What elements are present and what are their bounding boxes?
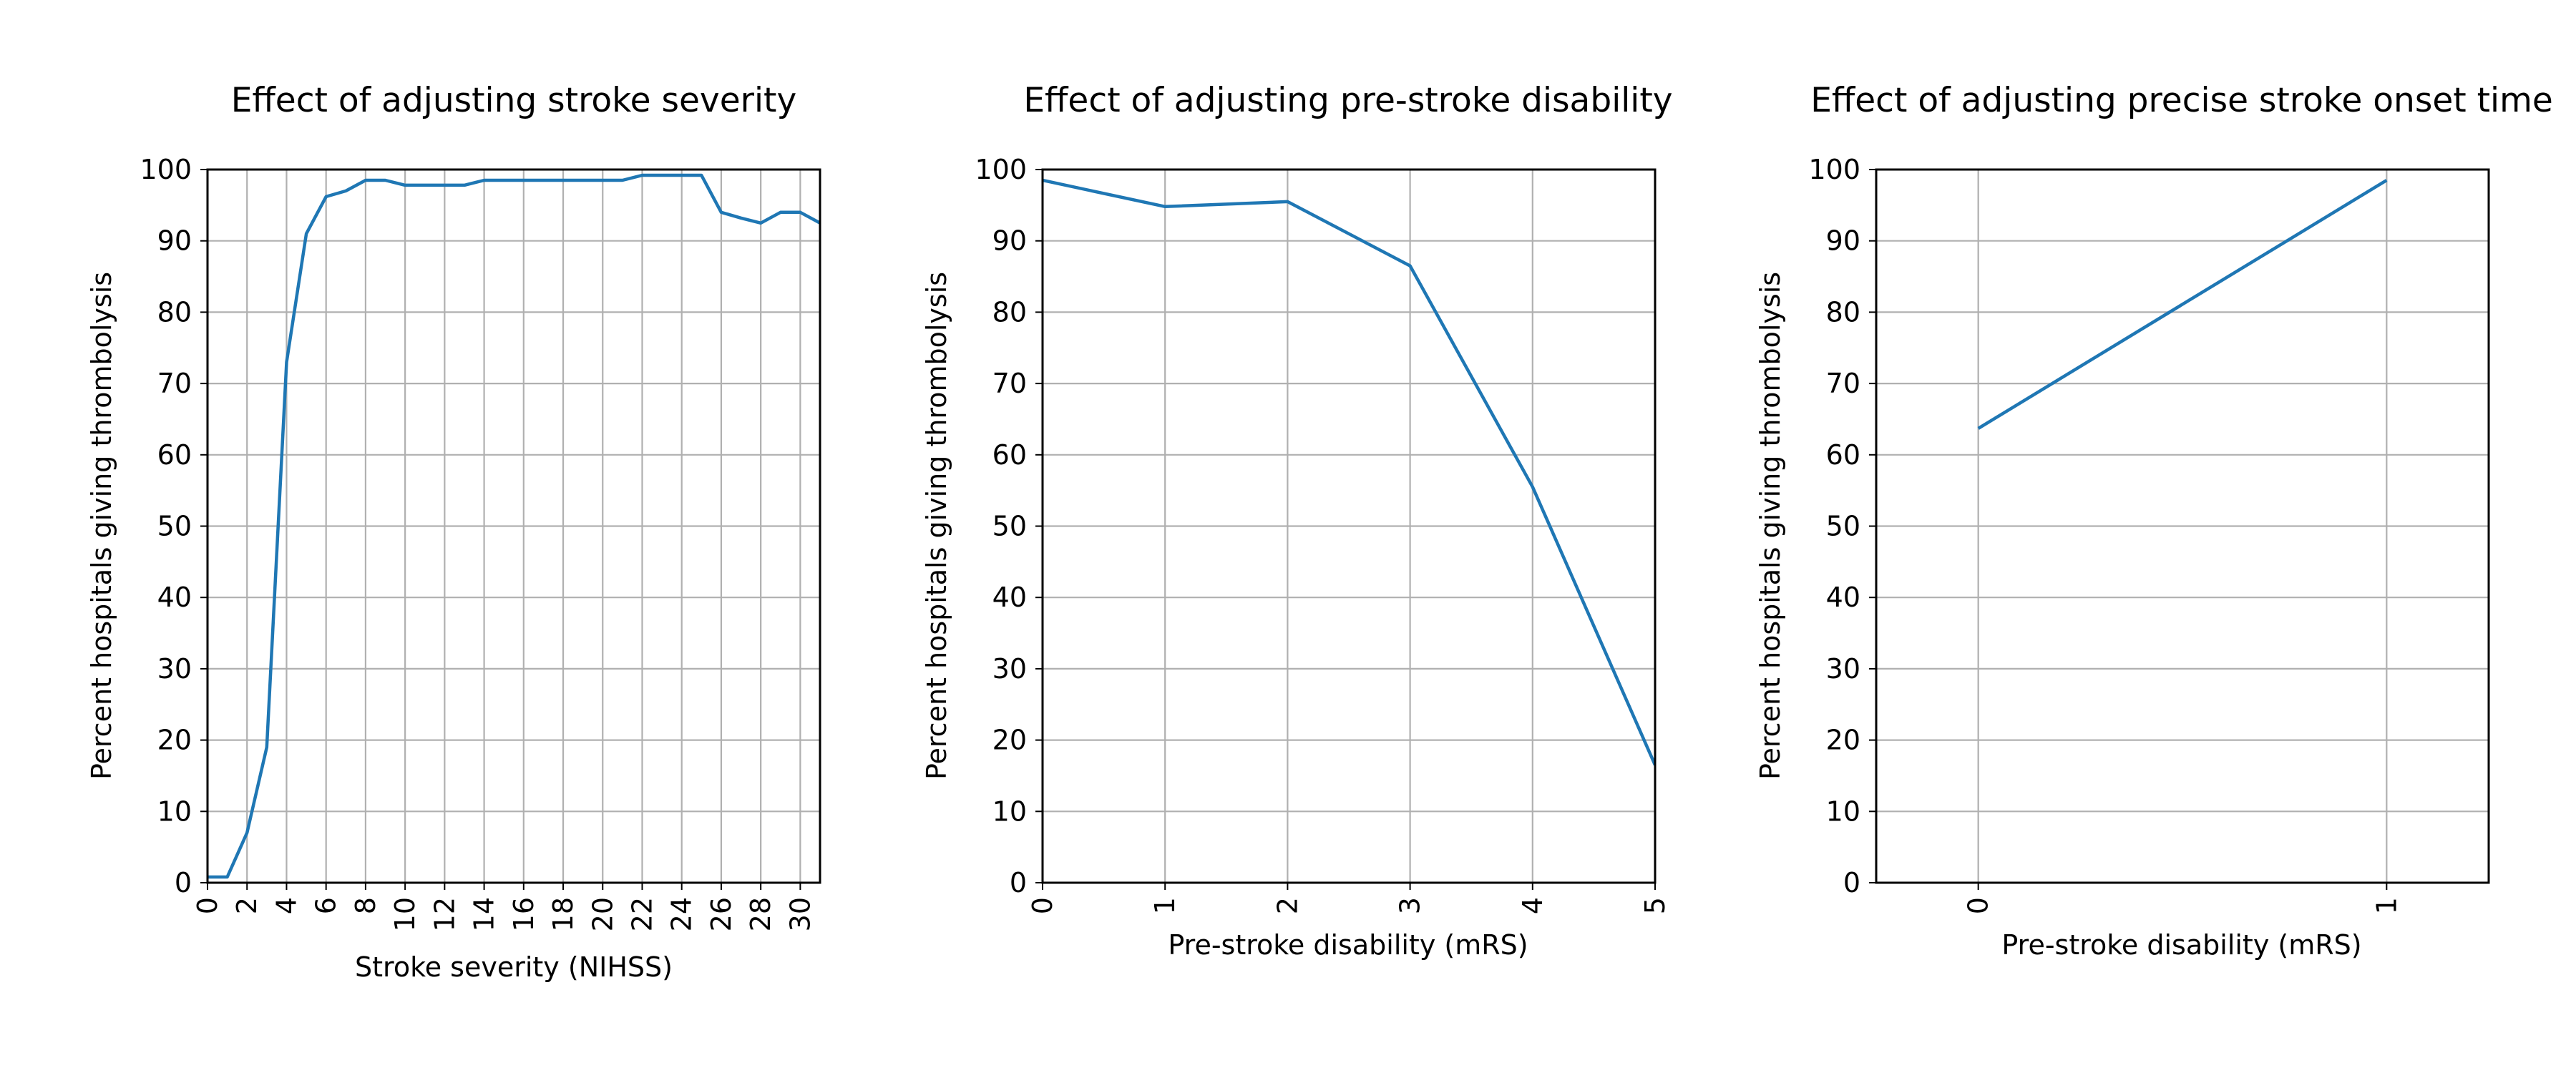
x-tick-label: 16 bbox=[508, 897, 540, 931]
x-tick-label: 24 bbox=[666, 897, 698, 931]
x-tick-label: 28 bbox=[745, 897, 776, 931]
series-line bbox=[1043, 178, 1655, 766]
y-tick-label: 20 bbox=[992, 725, 1027, 756]
x-tick-label: 22 bbox=[626, 897, 658, 931]
y-tick-label: 10 bbox=[1826, 795, 1860, 827]
x-tick-label: 12 bbox=[429, 897, 460, 931]
x-tick-label: 3 bbox=[1395, 897, 1426, 914]
y-tick-label: 70 bbox=[157, 368, 192, 399]
series-line-layer bbox=[1043, 178, 1655, 766]
x-tick-label: 2 bbox=[1272, 897, 1303, 914]
y-tick-label: 70 bbox=[1826, 368, 1860, 399]
y-tick-label: 80 bbox=[992, 296, 1027, 328]
x-tick-label: 30 bbox=[784, 897, 816, 931]
y-tick-label: 20 bbox=[157, 725, 192, 756]
y-tick-label: 30 bbox=[992, 653, 1027, 685]
x-tick-label: 0 bbox=[1963, 897, 1994, 914]
series-line-layer bbox=[208, 173, 820, 879]
y-tick-label: 50 bbox=[157, 511, 192, 542]
y-tick-label: 0 bbox=[175, 867, 192, 898]
y-tick-label: 80 bbox=[157, 296, 192, 328]
series-line-layer bbox=[1977, 179, 2388, 430]
y-tick-label: 60 bbox=[1826, 439, 1860, 471]
series-line bbox=[208, 173, 820, 879]
x-axis-label: Stroke severity (NIHSS) bbox=[355, 951, 673, 983]
chart-title: Effect of adjusting precise stroke onset… bbox=[1810, 81, 2553, 120]
y-tick-label: 70 bbox=[992, 368, 1027, 399]
chart-title: Effect of adjusting stroke severity bbox=[231, 81, 797, 120]
x-tick-label: 18 bbox=[547, 897, 579, 931]
x-tick-label: 8 bbox=[350, 897, 381, 914]
x-tick-label: 2 bbox=[231, 897, 263, 914]
y-tick-label: 60 bbox=[992, 439, 1027, 471]
y-tick-label: 10 bbox=[992, 795, 1027, 827]
x-tick-label: 10 bbox=[389, 897, 421, 931]
y-tick-label: 90 bbox=[157, 225, 192, 257]
x-tick-label: 1 bbox=[1149, 897, 1181, 914]
x-axis-label: Pre-stroke disability (mRS) bbox=[1168, 929, 1528, 961]
x-tick-label: 5 bbox=[1639, 897, 1671, 914]
x-tick-label: 4 bbox=[270, 897, 302, 914]
x-tick-label: 4 bbox=[1517, 897, 1548, 914]
y-tick-label: 100 bbox=[140, 154, 192, 185]
chart-stroke-severity: Effect of adjusting stroke severity 0 10 2… bbox=[86, 81, 821, 983]
chart-title: Effect of adjusting pre-stroke disabilit… bbox=[1023, 81, 1672, 120]
x-tick-label: 26 bbox=[706, 897, 737, 931]
y-axis-label: Percent hospitals giving thrombolysis bbox=[1755, 272, 1786, 780]
y-tick-label: 40 bbox=[992, 582, 1027, 613]
x-tick-label: 0 bbox=[1027, 897, 1058, 914]
y-tick-label: 50 bbox=[992, 511, 1027, 542]
y-axis-label: Percent hospitals giving thrombolysis bbox=[921, 272, 952, 780]
y-tick-label: 100 bbox=[975, 154, 1027, 185]
grid bbox=[1876, 168, 2489, 884]
y-axis-label: Percent hospitals giving thrombolysis bbox=[86, 272, 117, 780]
x-tick-label: 20 bbox=[587, 897, 618, 931]
y-tick-label: 90 bbox=[1826, 225, 1860, 257]
y-tick-label: 40 bbox=[157, 582, 192, 613]
y-tick-label: 0 bbox=[1010, 867, 1027, 898]
x-axis-label: Pre-stroke disability (mRS) bbox=[2001, 929, 2361, 961]
chart-precise-onset-time: Effect of adjusting precise stroke onset… bbox=[1755, 81, 2553, 961]
y-tick-label: 30 bbox=[1826, 653, 1860, 685]
x-tick-label: 14 bbox=[469, 897, 500, 931]
y-tick-label: 100 bbox=[1808, 154, 1860, 185]
x-tick-label: 1 bbox=[2371, 897, 2402, 914]
grid bbox=[1041, 168, 1657, 884]
y-tick-label: 60 bbox=[157, 439, 192, 471]
y-tick-label: 20 bbox=[1826, 725, 1860, 756]
y-tick-label: 30 bbox=[157, 653, 192, 685]
y-tick-label: 0 bbox=[1843, 867, 1860, 898]
series-line bbox=[1977, 179, 2388, 430]
y-tick-label: 40 bbox=[1826, 582, 1860, 613]
x-tick-label: 0 bbox=[192, 897, 223, 914]
chart-pre-stroke-disability: Effect of adjusting pre-stroke disabilit… bbox=[921, 81, 1673, 961]
y-tick-label: 90 bbox=[992, 225, 1027, 257]
y-tick-label: 80 bbox=[1826, 296, 1860, 328]
tick-labels: 0 10 20 30 40 50 60 70 80 90 100 0 1 2 3 4 5 bbox=[975, 154, 1671, 914]
y-tick-label: 50 bbox=[1826, 511, 1860, 542]
tick-labels: 0 10 20 30 40 50 60 70 80 90 100 0 1 bbox=[1808, 154, 2402, 914]
x-tick-label: 6 bbox=[311, 897, 342, 914]
y-tick-label: 10 bbox=[157, 795, 192, 827]
